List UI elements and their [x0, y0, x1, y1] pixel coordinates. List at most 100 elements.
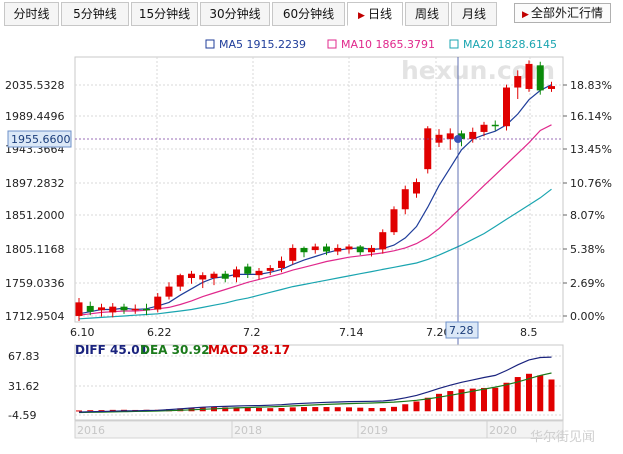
diff-line [78, 356, 552, 413]
tab-label: 15分钟线 [138, 7, 191, 21]
tab-label: 30分钟线 [209, 7, 261, 21]
candle-body [233, 269, 240, 278]
date-axis-label: 8.5 [520, 326, 538, 339]
legend-swatch-icon [449, 39, 459, 49]
candle-body [413, 182, 420, 194]
candle-body [289, 247, 297, 261]
macd-axis-label: 67.83 [8, 350, 40, 363]
candle-body [368, 247, 375, 253]
pct-axis-label: 0.00% [570, 310, 605, 323]
price-axis-label: 1897.2832 [5, 177, 65, 190]
candle-body [503, 87, 510, 127]
tab-0[interactable]: 分时线 [4, 2, 59, 26]
candle-body [266, 267, 274, 271]
candle-body [401, 189, 409, 210]
macd-axis-label: 31.62 [8, 380, 40, 393]
macd-bar [526, 373, 532, 412]
macd-bar [402, 404, 409, 412]
crosshair-price-label: 1955.6600 [11, 133, 71, 146]
price-axis-label: 2035.5328 [5, 79, 65, 92]
pct-axis-label: 18.83% [570, 79, 612, 92]
tab-label: 周线 [414, 7, 439, 21]
candle-body [491, 124, 499, 127]
tab-label: 5分钟线 [73, 7, 117, 21]
macd-bar [548, 379, 555, 412]
candle-body [458, 133, 465, 140]
macd-bar [87, 410, 94, 412]
macd-bar [256, 408, 262, 412]
all-fx-quotes-button[interactable]: ▶ 全部外汇行情 [514, 3, 611, 23]
candle-body [176, 275, 184, 287]
overview-year-label: 2016 [77, 424, 105, 437]
candle-body [345, 246, 353, 250]
macd-bar [447, 391, 454, 412]
macd-bar [391, 406, 397, 412]
crosshair-date-box [445, 321, 479, 339]
crosshair-date-label: 7.28 [449, 324, 474, 337]
candle-body [120, 306, 128, 311]
candle-body [154, 296, 162, 310]
date-axis-label: 6.22 [147, 326, 172, 339]
tab-label: 分时线 [13, 7, 50, 21]
macd-bar [109, 409, 116, 412]
macd-bar [278, 408, 285, 412]
play-arrow-icon: ▶ [522, 10, 529, 20]
price-axis-label: 1989.4496 [5, 110, 65, 123]
macd-bar [334, 407, 341, 412]
overview-year-label: 2020 [489, 424, 517, 437]
overview-year-label: 2019 [360, 424, 388, 437]
macd-bar [492, 387, 499, 412]
candle-body [334, 247, 342, 252]
watermark-wallstreetcn: 华尔街见闻 [530, 430, 595, 445]
candle-body [323, 246, 330, 252]
tab-5[interactable]: ▶ 日线 [347, 2, 403, 26]
candle-body [446, 133, 454, 140]
date-axis-label: 7.14 [339, 326, 364, 339]
tab-4[interactable]: 60分钟线 [272, 2, 345, 26]
main-plot-frame [74, 56, 564, 323]
date-axis-label: 6.10 [70, 326, 95, 339]
macd-bar [233, 407, 240, 412]
macd-bar [481, 387, 487, 412]
macd-bar [312, 407, 319, 412]
candle-body [379, 232, 387, 250]
macd-bar [469, 388, 476, 412]
candle-body [86, 305, 94, 312]
ma-legend-label: MA5 1915.2239 [219, 38, 306, 51]
tab-label: 60分钟线 [282, 7, 335, 21]
macd-bar [301, 407, 307, 412]
macd-bar [379, 408, 386, 412]
candle-body [480, 124, 488, 132]
macd-bar [424, 397, 431, 412]
candle-body [244, 266, 252, 274]
legend-swatch-icon [327, 39, 337, 49]
candle-body [109, 306, 117, 313]
macd-bar [458, 389, 465, 412]
candle-body [390, 209, 398, 233]
dea-line [78, 372, 552, 414]
macd-bar [357, 407, 364, 412]
tab-label: 日线 [367, 7, 392, 21]
tab-3[interactable]: 30分钟线 [200, 2, 270, 26]
tab-2[interactable]: 15分钟线 [131, 2, 198, 26]
candle-body [75, 302, 83, 316]
tab-7[interactable]: 月线 [451, 2, 497, 26]
candle-body [514, 76, 522, 88]
candle-body [278, 260, 285, 268]
candle-body [424, 128, 432, 170]
tab-1[interactable]: 5分钟线 [61, 2, 129, 26]
candle-body [548, 86, 555, 89]
ma20-line [78, 188, 552, 320]
candle-body [536, 65, 544, 91]
macd-bar [289, 407, 296, 412]
date-axis-label: 7.2 [243, 326, 261, 339]
tab-label: 月线 [461, 7, 486, 21]
macd-bar [368, 408, 375, 412]
candle-body [356, 246, 364, 253]
macd-bar [244, 407, 251, 412]
macd-bar [323, 407, 330, 412]
pct-axis-label: 5.38% [570, 243, 605, 256]
macd-bar [98, 410, 105, 412]
tab-6[interactable]: 周线 [405, 2, 449, 26]
